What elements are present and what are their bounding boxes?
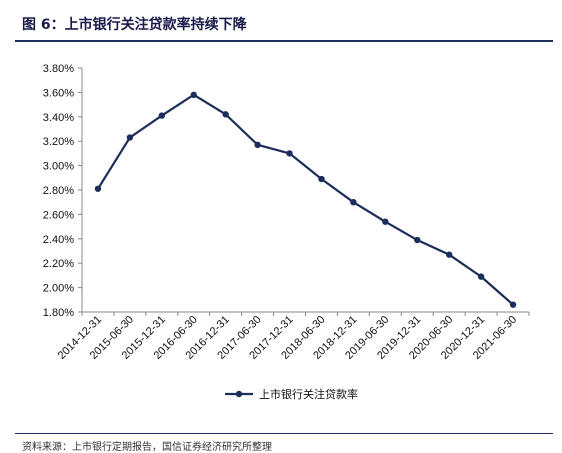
data-point — [318, 175, 325, 183]
bottom-divider — [15, 433, 553, 434]
data-point — [126, 134, 134, 141]
y-tick-label: 2.80% — [43, 185, 74, 197]
data-point — [509, 301, 517, 308]
y-axis: 1.80% 2.00% 2.20% 2.40% 2.60% 2.80% 3.00% 3.20%… — [43, 63, 83, 319]
data-point — [286, 150, 293, 157]
source-note: 资料来源：上市银行定期报告，国信证券经济研究所整理 — [22, 442, 272, 453]
x-axis: 2014-12-312015-06-302015-12-312016-06-30… — [56, 311, 530, 362]
y-tick-label: 1.80% — [43, 307, 74, 319]
legend-marker — [235, 390, 243, 398]
data-point — [477, 273, 485, 280]
legend: 上市银行关注贷款率 — [225, 387, 358, 401]
data-point — [445, 251, 453, 258]
data-point — [94, 185, 102, 192]
y-tick-label: 3.60% — [43, 87, 74, 99]
y-tick-label: 2.00% — [43, 283, 74, 295]
data-point — [382, 218, 389, 225]
y-tick-label: 3.80% — [43, 63, 74, 75]
data-point — [190, 91, 197, 99]
data-point — [414, 236, 421, 244]
series-group — [94, 91, 517, 308]
data-point — [158, 112, 166, 119]
y-tick-label: 3.40% — [43, 112, 74, 124]
data-point — [222, 111, 229, 118]
title-bar: 图 6：上市银行关注贷款率持续下降 — [0, 0, 562, 40]
y-tick-label: 3.00% — [43, 161, 74, 173]
line-chart: 1.80% 2.00% 2.20% 2.40% 2.60% 2.80% 3.00% 3.20%… — [43, 63, 530, 401]
legend-label: 上市银行关注贷款率 — [259, 387, 358, 401]
y-tick-label: 2.60% — [43, 209, 74, 221]
data-point — [254, 141, 261, 149]
top-divider — [15, 40, 553, 42]
y-tick-label: 2.20% — [43, 258, 74, 270]
y-tick-label: 3.20% — [43, 136, 74, 148]
y-tick-label: 2.40% — [43, 234, 74, 246]
series-line — [97, 93, 514, 306]
page-title: 图 6：上市银行关注贷款率持续下降 — [22, 17, 247, 33]
data-point — [350, 199, 357, 206]
